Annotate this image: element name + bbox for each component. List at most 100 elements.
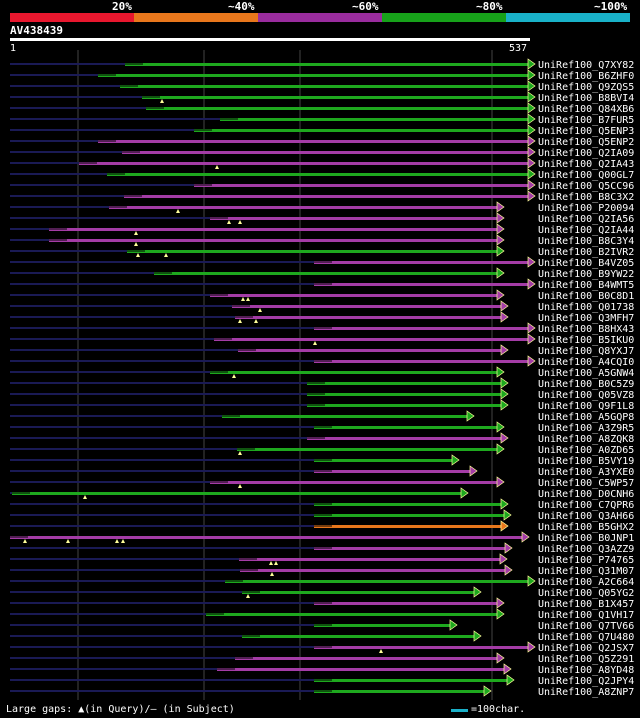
alignment-bar[interactable] [124,195,528,198]
hit-row[interactable]: UniRef100_C5WP57 [10,476,634,489]
alignment-bar[interactable] [10,536,522,539]
alignment-bar[interactable] [220,118,528,121]
hit-row[interactable]: UniRef100_B8BVI4 [10,91,634,104]
alignment-bar[interactable] [314,261,528,264]
hit-row[interactable]: UniRef100_A5GNW4 [10,366,634,379]
alignment-bar[interactable] [210,294,497,297]
hit-row[interactable]: UniRef100_B0C5Z9 [10,377,634,390]
hit-row[interactable]: UniRef100_A3YXE0 [10,465,634,478]
hit-row[interactable]: UniRef100_B4WMT5 [10,278,634,291]
hit-label[interactable]: UniRef100_Q9ZQS5 [538,82,634,93]
hit-row[interactable]: UniRef100_Q5ENP2 [10,135,634,148]
hit-row[interactable]: UniRef100_B9YW22 [10,267,634,280]
alignment-bar[interactable] [238,349,501,352]
alignment-bar[interactable] [314,679,507,682]
hit-row[interactable]: UniRef100_B5VY19 [10,454,634,467]
hit-row[interactable]: UniRef100_A3Z9R5 [10,421,634,434]
alignment-bar[interactable] [79,162,528,165]
hit-label[interactable]: UniRef100_Q8YXJ7 [538,346,634,357]
alignment-bar[interactable] [242,635,474,638]
hit-row[interactable]: UniRef100_A8ZNP7 [10,685,634,698]
hit-label[interactable]: UniRef100_Q7XY82 [538,60,634,71]
alignment-bar[interactable] [222,415,467,418]
alignment-bar[interactable] [314,459,452,462]
hit-label[interactable]: UniRef100_A4CQI0 [538,357,634,368]
hit-row[interactable]: UniRef100_Q2IA44 [10,223,634,236]
hit-row[interactable]: UniRef100_Q1VH17 [10,608,634,621]
alignment-bar[interactable] [314,690,484,693]
hit-row[interactable]: UniRef100_B8HX43 [10,322,634,335]
alignment-bar[interactable] [49,228,497,231]
hit-label[interactable]: UniRef100_P74765 [538,555,634,566]
alignment-bar[interactable] [314,503,501,506]
hit-label[interactable]: UniRef100_Q84XB6 [538,104,634,115]
hit-row[interactable]: UniRef100_Q9ZQS5 [10,80,634,93]
hit-row[interactable]: UniRef100_Q9F1L8 [10,399,634,412]
hit-row[interactable]: UniRef100_Q00GL7 [10,168,634,181]
hit-row[interactable]: UniRef100_C7QPR6 [10,498,634,511]
hit-label[interactable]: UniRef100_Q2IA43 [538,159,634,170]
hit-row[interactable]: UniRef100_B8C3X2 [10,190,634,203]
alignment-bar[interactable] [146,107,528,110]
hit-row[interactable]: UniRef100_Q5CC96 [10,179,634,192]
hit-row[interactable]: UniRef100_B1X457 [10,597,634,610]
alignment-bar[interactable] [314,470,470,473]
hit-row[interactable]: UniRef100_A8YD48 [10,663,634,676]
alignment-bar[interactable] [314,646,528,649]
hit-label[interactable]: UniRef100_B0C8D1 [538,291,634,302]
alignment-bar[interactable] [98,140,528,143]
alignment-bar[interactable] [239,558,500,561]
hit-row[interactable]: UniRef100_B2IVR2 [10,245,634,258]
hit-label[interactable]: UniRef100_A0ZD65 [538,445,634,456]
hit-label[interactable]: UniRef100_Q05YG2 [538,588,634,599]
alignment-bar[interactable] [314,624,450,627]
hit-label[interactable]: UniRef100_P20094 [538,203,634,214]
hit-label[interactable]: UniRef100_Q1VH17 [538,610,634,621]
hit-label[interactable]: UniRef100_Q2IA44 [538,225,634,236]
hit-row[interactable]: UniRef100_A5GQP8 [10,410,634,423]
hit-label[interactable]: UniRef100_B8HX43 [538,324,634,335]
hit-label[interactable]: UniRef100_B0C5Z9 [538,379,634,390]
alignment-bar[interactable] [307,393,501,396]
hit-label[interactable]: UniRef100_B1X457 [538,599,634,610]
hit-label[interactable]: UniRef100_B5GHX2 [538,522,634,533]
alignment-bar[interactable] [237,448,497,451]
hit-label[interactable]: UniRef100_B2IVR2 [538,247,634,258]
alignment-bar[interactable] [314,283,528,286]
hit-row[interactable]: UniRef100_B0JNP1 [10,531,634,544]
hit-row[interactable]: UniRef100_Q05YG2 [10,586,634,599]
hit-row[interactable]: UniRef100_D0CNH6 [10,487,634,500]
hit-row[interactable]: UniRef100_B8C3Y4 [10,234,634,247]
hit-label[interactable]: UniRef100_B8BVI4 [538,93,634,104]
hit-label[interactable]: UniRef100_B9YW22 [538,269,634,280]
hit-row[interactable]: UniRef100_B5GHX2 [10,520,634,533]
hit-row[interactable]: UniRef100_B7FUR5 [10,113,634,126]
alignment-bar[interactable] [314,514,504,517]
hit-label[interactable]: UniRef100_A3YXE0 [538,467,634,478]
hit-label[interactable]: UniRef100_B4WMT5 [538,280,634,291]
alignment-bar[interactable] [240,569,505,572]
alignment-bar[interactable] [194,184,528,187]
hit-row[interactable]: UniRef100_B6ZHF0 [10,69,634,82]
hit-row[interactable]: UniRef100_Q5Z291 [10,652,634,665]
hit-label[interactable]: UniRef100_B8C3Y4 [538,236,634,247]
hit-row[interactable]: UniRef100_B4VZ05 [10,256,634,269]
hit-row[interactable]: UniRef100_Q01738 [10,300,634,313]
hit-row[interactable]: UniRef100_Q31M07 [10,564,634,577]
hit-label[interactable]: UniRef100_Q7U480 [538,632,634,643]
alignment-bar[interactable] [314,602,497,605]
hit-row[interactable]: UniRef100_Q3MFH7 [10,311,634,324]
hit-label[interactable]: UniRef100_Q2IA09 [538,148,634,159]
alignment-bar[interactable] [210,481,497,484]
hit-row[interactable]: UniRef100_Q8YXJ7 [10,344,634,357]
hit-row[interactable]: UniRef100_Q7TV66 [10,619,634,632]
hit-label[interactable]: UniRef100_Q5CC96 [538,181,634,192]
hit-label[interactable]: UniRef100_Q5Z291 [538,654,634,665]
alignment-bar[interactable] [122,151,528,154]
alignment-bar[interactable] [120,85,528,88]
hit-row[interactable]: UniRef100_Q3AH66 [10,509,634,522]
hit-label[interactable]: UniRef100_B6ZHF0 [538,71,634,82]
alignment-bar[interactable] [232,305,501,308]
hit-row[interactable]: UniRef100_Q3AZZ9 [10,542,634,555]
hit-label[interactable]: UniRef100_B4VZ05 [538,258,634,269]
